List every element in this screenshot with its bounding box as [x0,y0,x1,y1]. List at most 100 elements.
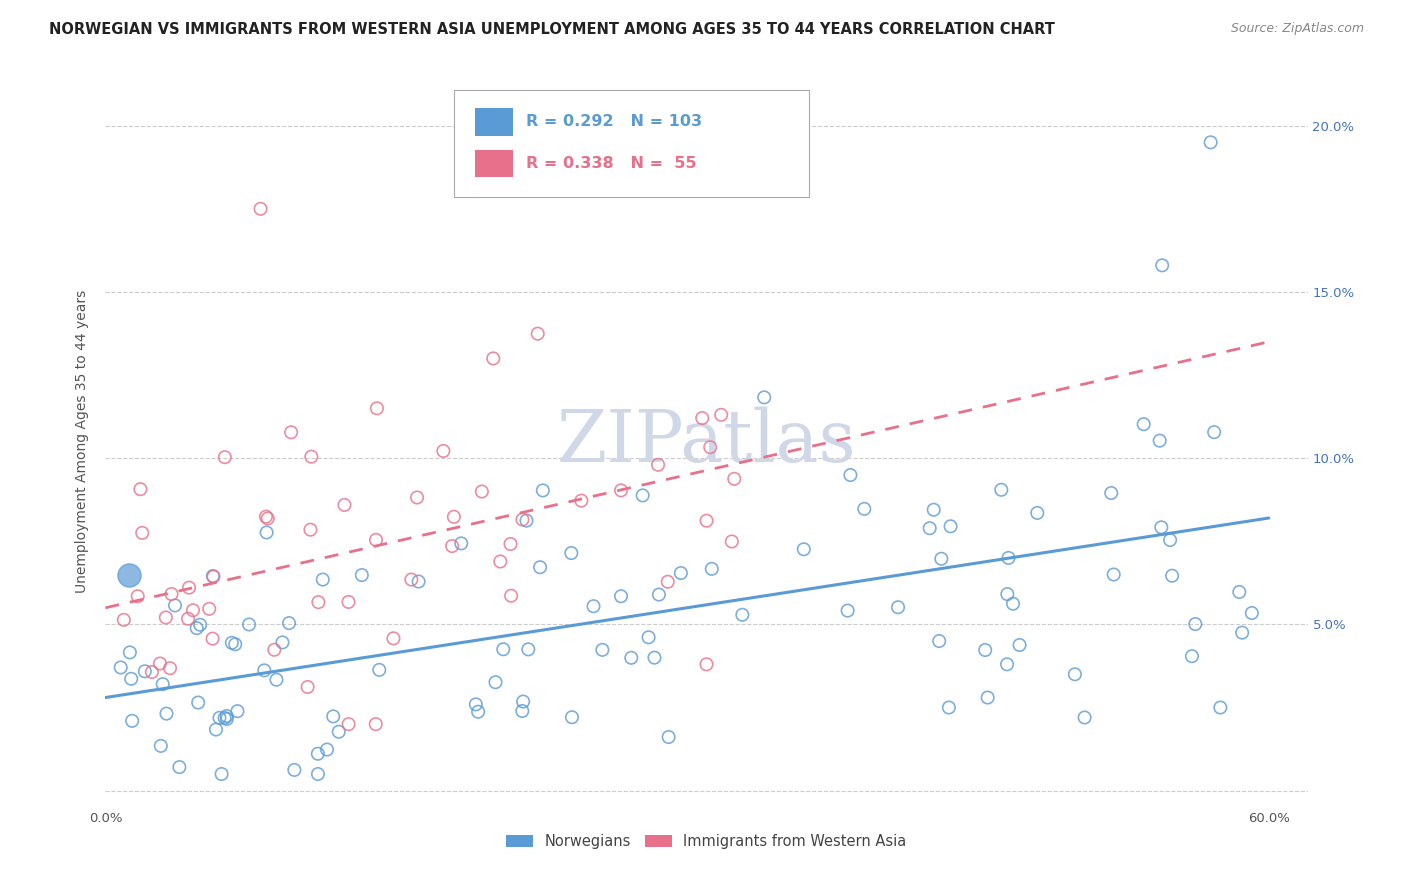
Point [187,696,209,710]
Point [316,742,339,756]
Point [1064,667,1087,681]
Point [976,690,998,705]
Point [647,458,669,472]
Point [149,657,172,671]
Point [278,616,301,631]
Point [401,573,423,587]
Point [226,704,249,718]
Point [853,501,876,516]
Point [529,560,551,574]
Text: Source: ZipAtlas.com: Source: ZipAtlas.com [1230,22,1364,36]
Point [177,612,200,626]
Point [350,568,373,582]
Point [186,621,208,635]
Point [710,408,733,422]
Point [1199,136,1222,150]
Point [188,617,211,632]
Point [997,550,1019,565]
Point [118,645,141,659]
Point [1230,625,1253,640]
Point [1008,638,1031,652]
Point [484,675,506,690]
Point [1184,617,1206,632]
Point [569,493,592,508]
Point [669,566,692,580]
Point [471,484,494,499]
Point [307,595,329,609]
Point [110,660,132,674]
Point [201,569,224,583]
Bar [474,108,513,136]
Point [215,709,238,723]
Point [283,763,305,777]
Point [408,574,430,589]
Point [1161,568,1184,582]
Point [297,680,319,694]
Point [120,672,142,686]
Point [364,717,387,731]
Point [793,542,815,557]
Point [690,411,713,425]
Point [526,326,548,341]
Point [382,632,405,646]
Point [312,573,335,587]
Point [731,607,754,622]
Point [443,509,465,524]
Point [112,613,135,627]
Point [482,351,505,366]
Point [256,511,278,525]
Point [512,694,534,708]
Point [610,589,633,603]
Point [467,705,489,719]
Point [643,650,665,665]
Text: NORWEGIAN VS IMMIGRANTS FROM WESTERN ASIA UNEMPLOYMENT AMONG AGES 35 TO 44 YEARS: NORWEGIAN VS IMMIGRANTS FROM WESTERN ASI… [49,22,1054,37]
FancyBboxPatch shape [454,90,808,196]
Point [214,711,236,725]
Point [1102,567,1125,582]
Point [510,704,533,718]
Point [160,587,183,601]
Point [1149,434,1171,448]
Point [723,472,745,486]
Point [155,706,177,721]
Point [887,600,910,615]
Point [406,491,429,505]
Bar [474,150,513,178]
Point [127,589,149,603]
Point [560,546,582,560]
Point [211,767,233,781]
Point [299,523,322,537]
Point [121,714,143,728]
Point [253,664,276,678]
Y-axis label: Unemployment Among Ages 35 to 44 years: Unemployment Among Ages 35 to 44 years [76,290,90,593]
Point [582,599,605,614]
Point [696,657,718,672]
Point [990,483,1012,497]
Point [208,711,231,725]
Point [299,450,322,464]
Point [149,739,172,753]
Point [1227,585,1250,599]
Point [918,521,941,535]
Point [1209,700,1232,714]
Point [1181,649,1204,664]
Point [922,502,945,516]
Point [263,642,285,657]
Point [141,665,163,679]
Point [159,661,181,675]
Point [696,514,718,528]
Point [928,634,950,648]
Point [489,554,512,568]
Point [837,604,859,618]
Point [754,390,776,404]
Point [152,677,174,691]
Point [163,599,186,613]
Point [215,712,238,726]
Point [720,534,742,549]
Point [631,488,654,502]
Point [155,610,177,624]
Point [254,509,277,524]
Point [995,587,1018,601]
Point [224,637,246,651]
Point [620,650,643,665]
